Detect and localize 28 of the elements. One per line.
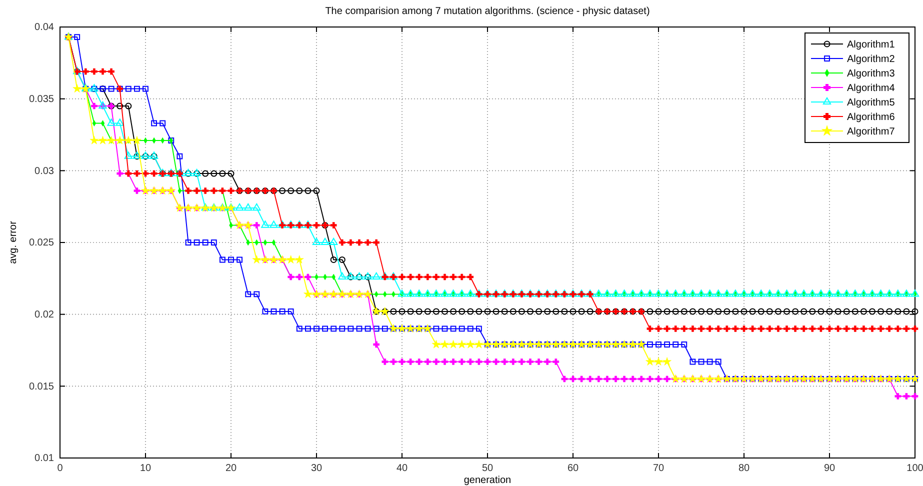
x-tick-label: 100: [906, 463, 923, 474]
x-tick-label: 20: [225, 463, 237, 474]
y-tick-label: 0.04: [34, 22, 54, 34]
x-tick-label: 90: [824, 463, 836, 474]
y-tick-label: 0.015: [28, 381, 54, 392]
y-axis-title: avg. error: [8, 220, 19, 264]
legend-label: Algorithm7: [847, 126, 896, 138]
y-tick-label: 0.025: [28, 238, 54, 249]
legend-label: Algorithm1: [847, 40, 896, 50]
x-tick-label: 40: [396, 463, 408, 474]
x-tick-label: 50: [482, 463, 494, 474]
x-tick-label: 0: [57, 463, 64, 474]
legend-label: Algorithm6: [847, 112, 896, 123]
y-tick-label: 0.01: [34, 453, 54, 464]
chart-title: The comparision among 7 mutation algorithms. (science - physic dataset): [325, 6, 650, 17]
x-tick-label: 30: [310, 463, 322, 474]
legend-label: Algorithm4: [847, 83, 896, 94]
x-tick-label: 70: [652, 463, 664, 474]
y-tick-label: 0.02: [34, 310, 54, 321]
legend-label: Algorithm5: [847, 98, 896, 108]
x-tick-label: 60: [567, 463, 579, 474]
x-axis-title: generation: [464, 475, 512, 486]
x-tick-label: 10: [140, 463, 152, 474]
y-tick-label: 0.03: [34, 166, 54, 177]
x-tick-label: 80: [738, 463, 750, 474]
y-tick-label: 0.035: [28, 94, 54, 106]
legend-label: Algorithm2: [847, 54, 896, 65]
legend-label: Algorithm3: [847, 68, 896, 80]
